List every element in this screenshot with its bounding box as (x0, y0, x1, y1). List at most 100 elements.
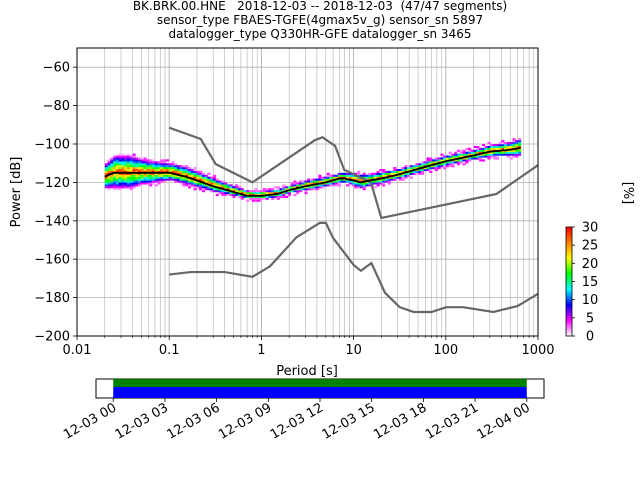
psd-bin-cell (370, 172, 375, 175)
psd-bin-cell (379, 180, 383, 183)
psd-bin-cell (407, 167, 411, 170)
psd-bin-cell (190, 168, 194, 172)
psd-bin-cell (498, 142, 502, 145)
psd-bin-cell (237, 190, 242, 193)
psd-bin-cell (179, 176, 183, 179)
psd-bin-cell (440, 157, 444, 160)
psd-bin-cell (107, 178, 111, 181)
noise-models (168, 126, 538, 314)
psd-bin-cell (501, 151, 505, 154)
psd-bin-cell (287, 193, 291, 197)
psd-bin-cell (415, 165, 419, 168)
psd-bin-cell (124, 155, 128, 158)
psd-bin-cell (376, 170, 380, 173)
psd-bin-cell (143, 161, 147, 164)
psd-bin-cell (326, 172, 330, 175)
psd-bin-cell (459, 149, 463, 152)
psd-bin-cell (207, 176, 211, 179)
psd-bin-cell (226, 193, 230, 197)
psd-bin-cell (129, 188, 133, 191)
psd-bin-cell (393, 170, 397, 173)
psd-bin-cell (154, 174, 158, 177)
psd-bin-cell (235, 184, 239, 187)
psd-bin-cell (265, 192, 269, 195)
colorbar-tick-label: 15 (582, 275, 599, 290)
psd-bin-cell (265, 197, 269, 200)
psd-bin-cell (140, 161, 144, 164)
psd-bin-cell (215, 184, 219, 187)
psd-bin-cell (301, 188, 305, 191)
psd-bin-cell (185, 182, 189, 185)
chart-title-line-2: sensor_type FBAES-TGFE(4gmax5v_g) sensor… (156, 13, 484, 27)
psd-bin-cell (140, 172, 144, 175)
psd-bin-cell (104, 178, 108, 181)
psd-bin-cell (129, 157, 133, 160)
psd-bin-cell (138, 159, 142, 162)
psd-bin-cell (204, 174, 208, 177)
psd-bin-cell (282, 192, 286, 195)
psd-bin-cell (437, 157, 441, 160)
psd-bin-cell (512, 153, 516, 156)
psd-bin-cell (212, 174, 217, 177)
psd-bin-cell (210, 186, 214, 189)
colorbar-tick-label: 20 (582, 257, 599, 272)
psd-bin-cell (110, 161, 114, 164)
psd-bin-cell (309, 178, 314, 181)
psd-bin-cell (129, 165, 133, 168)
psd-bin-cell (190, 172, 194, 175)
psd-bin-cell (179, 167, 183, 170)
psd-bin-cell (107, 170, 111, 173)
psd-bin-cell (260, 197, 264, 200)
psd-bin-cell (126, 163, 131, 166)
psd-bin-cell (124, 163, 128, 166)
psd-bin-cell (104, 176, 108, 179)
psd-bin-cell (182, 182, 186, 185)
psd-bin-cell (124, 157, 128, 160)
psd-bin-cell (126, 165, 131, 168)
psd-bin-cell (157, 163, 161, 166)
psd-bin-cell (218, 188, 222, 191)
psd-bin-cell (254, 190, 258, 193)
psd-bin-cell (151, 163, 156, 166)
psd-bin-cell (506, 144, 511, 147)
psd-bin-cell (185, 180, 189, 183)
psd-bin-cell (429, 161, 433, 164)
psd-bin-cell (190, 182, 194, 185)
psd-bin-cell (151, 178, 156, 181)
psd-bin-cell (237, 193, 242, 197)
psd-bin-cell (348, 180, 352, 183)
psd-bin-cell (240, 195, 244, 198)
psd-bin-cell (138, 161, 142, 164)
psd-bin-cell (501, 153, 505, 156)
psd-bin-cell (451, 155, 455, 158)
psd-bin-cell (429, 170, 433, 173)
psd-bin-cell (262, 188, 267, 191)
psd-bin-cell (115, 182, 120, 185)
psd-bin-cell (246, 195, 250, 198)
psd-bin-cell (149, 184, 153, 187)
psd-bin-cell (118, 184, 122, 187)
psd-bin-cell (135, 168, 139, 172)
psd-bin-cell (517, 144, 522, 147)
psd-bin-cell (171, 163, 175, 166)
y-tick-label: −100 (34, 138, 70, 153)
psd-bin-cell (276, 188, 280, 191)
psd-bin-cell (154, 165, 158, 168)
psd-bin-cell (221, 184, 225, 187)
psd-bin-cell (318, 174, 322, 177)
psd-bin-cell (515, 140, 519, 143)
psd-bin-cell (296, 192, 300, 195)
psd-bin-cell (190, 174, 194, 177)
psd-bin-cell (215, 190, 219, 193)
psd-bin-cell (487, 145, 491, 149)
psd-bin-cell (326, 184, 330, 187)
psd-bin-cell (143, 165, 147, 168)
psd-bin-cell (196, 182, 200, 185)
psd-bin-cell (468, 149, 472, 152)
psd-bin-cell (418, 165, 422, 168)
psd-bin-cell (382, 180, 386, 183)
psd-bin-cell (185, 167, 189, 170)
psd-bin-cell (490, 145, 494, 149)
psd-bin-cell (143, 168, 147, 172)
psd-bin-cell (315, 180, 319, 183)
